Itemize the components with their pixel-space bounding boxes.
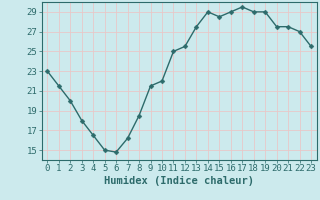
X-axis label: Humidex (Indice chaleur): Humidex (Indice chaleur)	[104, 176, 254, 186]
